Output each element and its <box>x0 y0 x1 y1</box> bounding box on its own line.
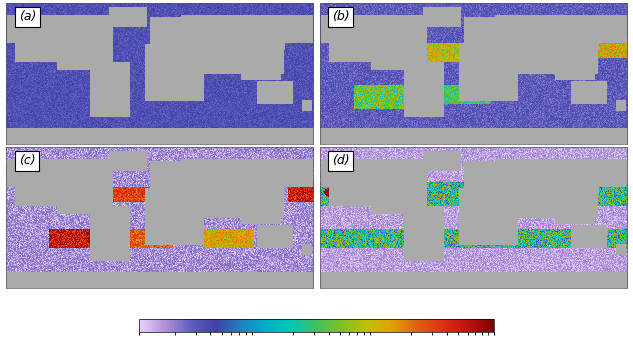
Text: (b): (b) <box>332 10 349 23</box>
Text: (d): (d) <box>332 154 349 167</box>
Text: (c): (c) <box>18 154 35 167</box>
Text: (a): (a) <box>18 10 36 23</box>
